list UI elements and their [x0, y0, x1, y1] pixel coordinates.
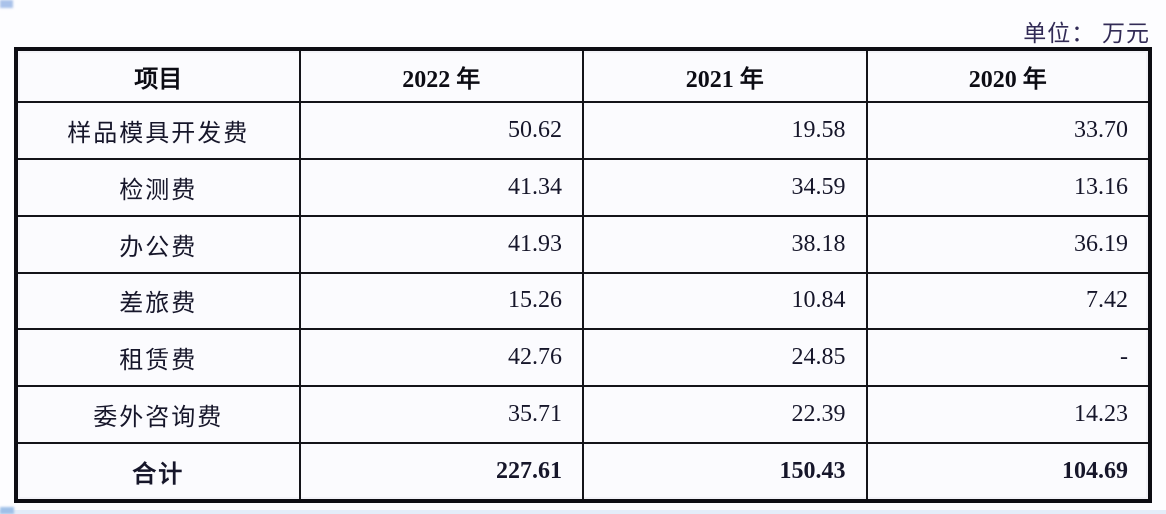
scan-artifact-bottom-left	[0, 507, 14, 514]
header-row: 项目 2022 年 2021 年 2020 年	[15, 48, 1151, 103]
total-label: 合计	[15, 442, 301, 502]
total-2020: 104.69	[865, 442, 1151, 502]
column-header-2020: 2020 年	[865, 48, 1151, 103]
value-2020: -	[865, 328, 1151, 388]
scan-artifact-bottom-strip	[0, 510, 1166, 514]
total-row: 合计 227.61 150.43 104.69	[15, 442, 1151, 502]
row-label: 差旅费	[15, 271, 301, 331]
table-row: 差旅费 15.26 10.84 7.42	[15, 271, 1151, 331]
table-row: 样品模具开发费 50.62 19.58 33.70	[15, 101, 1151, 160]
table-row: 委外咨询费 35.71 22.39 14.23	[15, 385, 1151, 445]
unit-label: 单位： 万元	[1023, 21, 1150, 46]
value-2021: 22.39	[582, 385, 868, 445]
value-2021: 24.85	[582, 328, 868, 388]
row-label: 委外咨询费	[15, 385, 301, 445]
value-2021: 34.59	[582, 157, 868, 217]
value-2021: 19.58	[582, 101, 868, 160]
value-2020: 33.70	[865, 101, 1151, 160]
scan-artifact-top-left	[0, 0, 13, 8]
expense-table: 项目 2022 年 2021 年 2020 年 样品模具开发费 50.62 19…	[14, 47, 1152, 503]
value-2022: 42.76	[298, 328, 584, 388]
row-label: 办公费	[15, 214, 301, 274]
table-row: 办公费 41.93 38.18 36.19	[15, 214, 1151, 274]
value-2020: 13.16	[865, 157, 1151, 217]
value-2022: 41.93	[298, 214, 584, 274]
value-2022: 35.71	[298, 385, 584, 445]
column-header-item: 项目	[15, 48, 301, 103]
total-2022: 227.61	[298, 442, 584, 502]
value-2022: 50.62	[298, 101, 584, 160]
row-label: 检测费	[15, 157, 301, 217]
row-label: 租赁费	[15, 328, 301, 388]
value-2021: 10.84	[582, 271, 868, 331]
column-header-2021: 2021 年	[582, 48, 868, 103]
value-2022: 41.34	[298, 157, 584, 217]
table-row: 租赁费 42.76 24.85 -	[15, 328, 1151, 388]
column-header-2022: 2022 年	[298, 48, 584, 103]
row-label: 样品模具开发费	[15, 101, 301, 160]
value-2020: 36.19	[865, 214, 1151, 274]
value-2020: 14.23	[865, 385, 1151, 445]
table-row: 检测费 41.34 34.59 13.16	[15, 157, 1151, 217]
value-2021: 38.18	[582, 214, 868, 274]
total-2021: 150.43	[582, 442, 868, 502]
value-2022: 15.26	[298, 271, 584, 331]
value-2020: 7.42	[865, 271, 1151, 331]
